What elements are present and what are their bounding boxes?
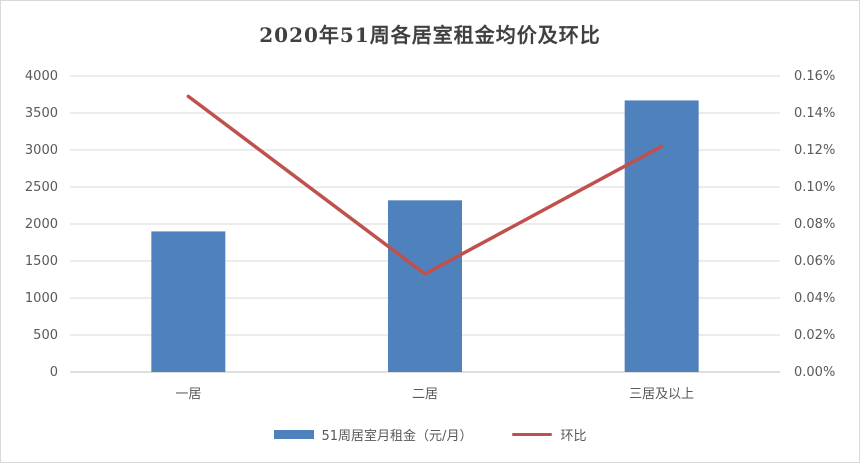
legend-swatch-bar	[273, 430, 314, 439]
bar	[151, 231, 226, 372]
legend-swatch-line	[512, 433, 553, 436]
y-left-tick-label: 3500	[25, 106, 58, 121]
line-series-mom	[186, 94, 664, 276]
bar	[624, 100, 699, 373]
y-left-tick-label: 0	[50, 365, 58, 380]
chart-legend: 51周居室月租金（元/月） 环比	[1, 425, 859, 444]
y-left-tick-label: 500	[33, 328, 58, 343]
chart-plot-area: 0 500 1000 1500 2000 2500 3000 3500 4000 0.00% 0.0…	[25, 69, 835, 402]
x-category-label: 一居	[175, 387, 201, 402]
y-left-tick-label: 1500	[25, 254, 58, 269]
y-right-tick-label: 0.02%	[794, 328, 835, 343]
y-right-tick-label: 0.12%	[794, 143, 835, 158]
x-category-label: 二居	[412, 387, 438, 402]
y-right-tick-label: 0.14%	[794, 106, 835, 121]
y-left-tick-label: 4000	[25, 69, 58, 84]
y-right-tick-label: 0.10%	[794, 180, 835, 195]
legend-label-mom: 环比	[560, 429, 587, 444]
legend-label-rent: 51周居室月租金（元/月）	[321, 429, 473, 444]
y-left-tick-label: 3000	[25, 143, 58, 158]
chart-title: 2020年51周各居室租金均价及环比	[259, 23, 601, 47]
legend-item-rent: 51周居室月租金（元/月）	[273, 425, 473, 444]
y-right-tick-label: 0.16%	[794, 69, 835, 84]
y-right-tick-label: 0.04%	[794, 291, 835, 306]
y-right-tick-label: 0.06%	[794, 254, 835, 269]
bar	[388, 200, 462, 372]
y-right-tick-label: 0.08%	[794, 217, 835, 232]
y-right-tick-label: 0.00%	[794, 365, 835, 380]
y-left-tick-label: 2000	[25, 217, 58, 232]
y-left-tick-label: 1000	[25, 291, 58, 306]
y-left-tick-label: 2500	[25, 180, 58, 195]
legend-item-mom: 环比	[512, 425, 586, 444]
x-category-label: 三居及以上	[629, 387, 694, 402]
